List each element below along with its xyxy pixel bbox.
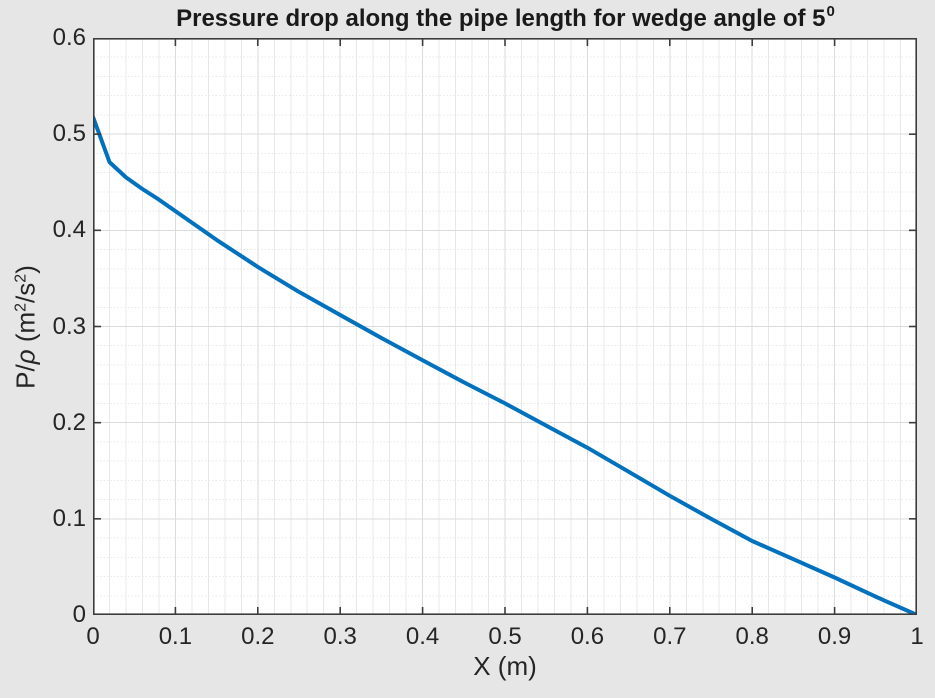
y-tick-label-0.2: 0.2 bbox=[52, 408, 86, 436]
y-tick-label-0.4: 0.4 bbox=[52, 216, 86, 244]
chart-title-superscript: 0 bbox=[826, 3, 835, 20]
y-tick-label-0.1: 0.1 bbox=[52, 504, 86, 532]
ylabel-superscript: 2 bbox=[12, 302, 30, 312]
x-tick-label-0.9: 0.9 bbox=[817, 623, 852, 650]
chart-title-text: Pressure drop along the pipe length for … bbox=[176, 5, 826, 32]
ylabel-part: ) bbox=[10, 265, 41, 274]
x-tick-label-0.2: 0.2 bbox=[241, 623, 275, 650]
x-tick-label-0.1: 0.1 bbox=[158, 623, 193, 650]
ylabel-part: P/ bbox=[10, 364, 41, 389]
plot-area bbox=[93, 38, 917, 615]
x-tick-label-0: 0 bbox=[86, 623, 100, 650]
y-tick-label-0.3: 0.3 bbox=[52, 312, 86, 340]
ylabel-rho: ρ bbox=[10, 349, 41, 365]
major-grid-lines bbox=[93, 38, 917, 615]
chart-title: Pressure drop along the pipe length for … bbox=[93, 3, 917, 33]
x-tick-label-0.6: 0.6 bbox=[570, 623, 605, 650]
x-tick-label-0.7: 0.7 bbox=[653, 623, 687, 650]
x-tick-label-1: 1 bbox=[910, 623, 924, 650]
ylabel-part: /s bbox=[10, 282, 41, 303]
y-tick-label-0.6: 0.6 bbox=[52, 24, 86, 51]
x-axis-label: X (m) bbox=[473, 651, 537, 681]
plot-canvas bbox=[93, 38, 917, 615]
pressure-drop-curve bbox=[93, 114, 917, 615]
x-tick-label-0.3: 0.3 bbox=[323, 623, 357, 650]
axis-box-border bbox=[93, 38, 917, 615]
x-tick-label-0.5: 0.5 bbox=[488, 623, 522, 650]
y-tick-label-0.5: 0.5 bbox=[52, 120, 86, 148]
y-tick-label-0: 0 bbox=[72, 601, 86, 628]
ylabel-superscript: 2 bbox=[12, 273, 30, 283]
x-tick-label-0.4: 0.4 bbox=[405, 623, 440, 650]
x-tick-label-0.8: 0.8 bbox=[735, 623, 769, 650]
